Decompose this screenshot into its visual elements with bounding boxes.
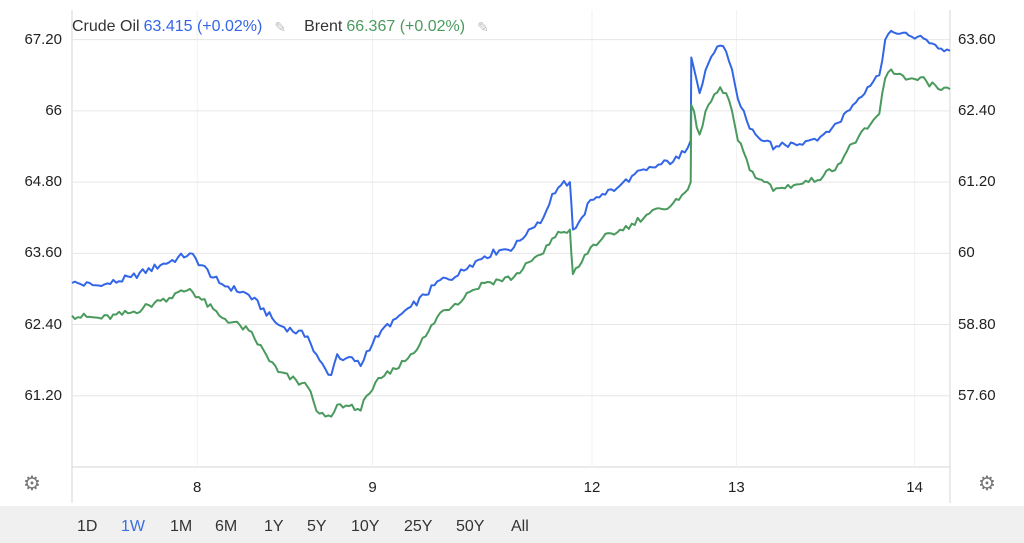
range-all-button[interactable]: All — [511, 518, 529, 535]
series-lines — [71, 29, 951, 418]
legend-brent-value: 66.367 (+0.02%) — [346, 18, 466, 35]
left-tick-label: 64.80 — [24, 173, 62, 191]
chart-legend: Crude Oil 63.415 (+0.02%) ✎ Brent 66.367… — [72, 18, 507, 36]
edit-crude-pencil-icon[interactable]: ✎ — [274, 18, 287, 35]
range-1d-button[interactable]: 1D — [77, 518, 98, 535]
legend-crude-value: 63.415 (+0.02%) — [143, 18, 263, 35]
range-6m-button[interactable]: 6M — [215, 518, 238, 535]
range-5y-button[interactable]: 5Y — [307, 518, 327, 535]
left-tick-label: 61.20 — [24, 386, 62, 404]
x-tick-label: 8 — [193, 479, 202, 496]
x-tick-label: 12 — [583, 479, 601, 496]
right-tick-label: 62.40 — [958, 101, 996, 119]
range-50y-button[interactable]: 50Y — [456, 518, 485, 535]
x-tick-label: 13 — [728, 479, 745, 496]
left-tick-label: 67.20 — [24, 30, 62, 48]
left-tick-label: 63.60 — [24, 244, 62, 262]
x-tick-label: 9 — [368, 479, 377, 496]
right-tick-label: 57.60 — [958, 386, 996, 404]
price-chart — [71, 10, 951, 503]
legend-brent-name: Brent — [304, 18, 343, 35]
legend-crude-name: Crude Oil — [72, 18, 140, 35]
right-tick-label: 60 — [958, 244, 975, 262]
left-tick-label: 66 — [45, 101, 62, 119]
range-1w-button[interactable]: 1W — [121, 518, 145, 535]
x-tick-label: 14 — [906, 479, 923, 496]
range-25y-button[interactable]: 25Y — [404, 518, 433, 535]
range-selector: 1D 1W 1M 6M 1Y 5Y 10Y 25Y 50Y All — [0, 506, 1024, 543]
edit-brent-pencil-icon[interactable]: ✎ — [477, 18, 489, 35]
range-1y-button[interactable]: 1Y — [264, 518, 284, 535]
left-settings-gear-icon[interactable]: ⚙ — [23, 473, 41, 495]
right-tick-label: 63.60 — [958, 30, 996, 48]
right-tick-label: 61.20 — [958, 173, 996, 191]
range-10y-button[interactable]: 10Y — [351, 518, 380, 535]
brent-series-line — [71, 68, 951, 418]
right-settings-gear-icon[interactable]: ⚙ — [978, 473, 996, 495]
grid — [71, 10, 951, 503]
right-tick-label: 58.80 — [958, 315, 996, 333]
left-tick-label: 62.40 — [24, 315, 62, 333]
range-1m-button[interactable]: 1M — [170, 518, 193, 535]
crude-oil-series-line — [71, 29, 951, 376]
